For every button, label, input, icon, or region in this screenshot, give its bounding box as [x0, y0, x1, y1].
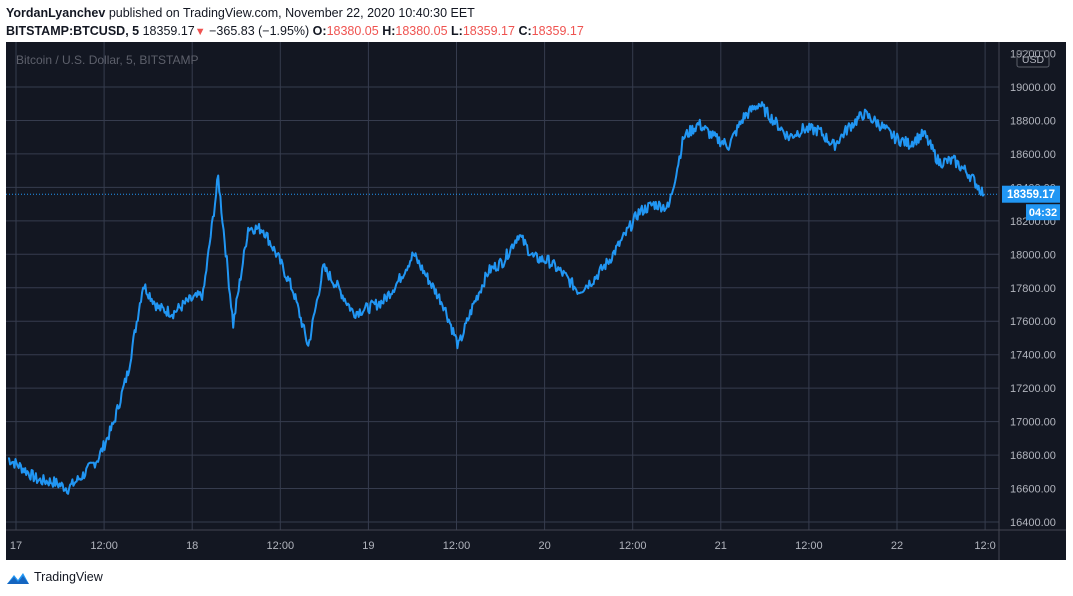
x-tick-label: 12:00 — [619, 540, 647, 552]
y-tick-label-partial: 19200.00 — [1010, 49, 1056, 61]
chart-background — [6, 42, 1066, 560]
price-series-line — [7, 101, 985, 495]
high-value: 18380.05 — [395, 24, 448, 38]
price-chart[interactable]: Bitcoin / U.S. Dollar, 5, BITSTAMP 16400… — [6, 42, 1066, 560]
chart-panel[interactable]: Bitcoin / U.S. Dollar, 5, BITSTAMP 16400… — [6, 42, 1066, 560]
x-tick-label: 12:00 — [795, 540, 823, 552]
y-tick-label: 18600.00 — [1010, 149, 1056, 161]
y-tick-label: 17800.00 — [1010, 283, 1056, 295]
x-tick-label: 22 — [891, 540, 903, 552]
time-axis[interactable]: 17 12:00 18 12:00 19 12:00 20 12:00 21 12:00 22 12:… — [6, 529, 1066, 552]
y-tick-label: 17400.00 — [1010, 350, 1056, 362]
down-triangle-icon: ▼ — [194, 26, 206, 38]
countdown-timer: 04:32 — [1029, 207, 1057, 219]
currency-badge-border — [1016, 50, 1050, 68]
ohlc-legend: BITSTAMP:BTCUSD, 5 18359.17▼ −365.83 (−1… — [6, 24, 584, 38]
price-tag: 18359.17 — [1007, 189, 1055, 201]
published-text: published on TradingView.com, November 2… — [108, 6, 475, 20]
y-tick-label: 17200.00 — [1010, 383, 1056, 395]
author-name[interactable]: YordanLyanchev — [6, 6, 106, 20]
y-tick-label: 16800.00 — [1010, 450, 1056, 462]
y-tick-label: 16600.00 — [1010, 484, 1056, 496]
currency-badge[interactable]: USD — [1022, 54, 1045, 66]
y-tick-label: 18000.00 — [1010, 249, 1056, 261]
last-price: 18359.17 — [142, 24, 195, 38]
x-tick-label: 18 — [186, 540, 198, 552]
y-tick-label: 16400.00 — [1010, 517, 1056, 529]
chart-header: YordanLyanchev published on TradingView.… — [6, 4, 1066, 44]
price-line-layer — [7, 101, 985, 495]
symbol-label[interactable]: BITSTAMP:BTCUSD, 5 — [6, 24, 140, 38]
grid-lines — [6, 42, 999, 530]
close-label: C: — [518, 24, 532, 38]
x-tick-label: 12:0 — [974, 540, 995, 552]
footer: TradingView — [6, 566, 306, 588]
y-tick-label: 19000.00 — [1010, 82, 1056, 94]
chart-watermark: Bitcoin / U.S. Dollar, 5, BITSTAMP — [16, 53, 199, 67]
y-tick-label: 17600.00 — [1010, 316, 1056, 328]
x-tick-label: 19 — [362, 540, 374, 552]
x-tick-label: 12:00 — [90, 540, 118, 552]
open-label: O: — [312, 24, 327, 38]
low-label: L: — [451, 24, 463, 38]
high-label: H: — [382, 24, 396, 38]
price-change: −365.83 (−1.95%) — [209, 24, 310, 38]
tradingview-logo-icon[interactable] — [6, 570, 30, 586]
price-tag-bg — [1002, 185, 1060, 203]
footer-brand[interactable]: TradingView — [34, 570, 103, 584]
low-value: 18359.17 — [462, 24, 515, 38]
publish-info: YordanLyanchev published on TradingView.… — [6, 6, 475, 20]
open-value: 18380.05 — [326, 24, 379, 38]
x-tick-label: 17 — [10, 540, 22, 552]
countdown-bg — [1026, 204, 1060, 221]
y-tick-label: 17000.00 — [1010, 417, 1056, 429]
close-value: 18359.17 — [531, 24, 584, 38]
x-tick-label: 12:00 — [267, 540, 295, 552]
x-tick-label: 20 — [538, 540, 550, 552]
x-tick-label: 21 — [715, 540, 727, 552]
y-tick-label: 18800.00 — [1010, 115, 1056, 127]
x-tick-label: 12:00 — [443, 540, 471, 552]
